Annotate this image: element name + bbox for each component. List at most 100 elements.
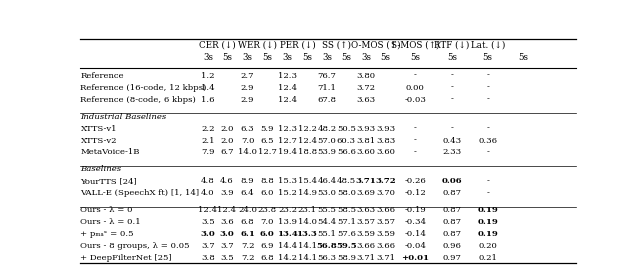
Text: 3.0: 3.0 [200,230,215,238]
Text: 12.4: 12.4 [198,206,218,214]
Text: 12.4: 12.4 [278,84,298,92]
Text: 3s: 3s [283,53,293,62]
Text: 67.8: 67.8 [317,96,337,103]
Text: 5s: 5s [302,53,312,62]
Text: 0.06: 0.06 [442,177,462,185]
Text: 13.4: 13.4 [278,230,298,238]
Text: 5s: 5s [222,53,232,62]
Text: 6.3: 6.3 [241,125,255,133]
Text: 3.81: 3.81 [356,136,376,144]
Text: 4.0: 4.0 [201,189,215,198]
Text: 53.9: 53.9 [317,148,337,157]
Text: 60.3: 60.3 [337,136,356,144]
Text: SS (↑): SS (↑) [323,40,351,49]
Text: 12.7: 12.7 [278,136,297,144]
Text: 23.8: 23.8 [257,206,276,214]
Text: 3.71: 3.71 [376,254,395,262]
Text: 56.3: 56.3 [317,254,337,262]
Text: 23.1: 23.1 [298,206,317,214]
Text: -: - [414,72,417,80]
Text: 2.7: 2.7 [241,72,254,80]
Text: 14.1: 14.1 [298,254,317,262]
Text: 3.66: 3.66 [376,206,395,214]
Text: 12.4: 12.4 [298,136,317,144]
Text: -: - [451,84,453,92]
Text: 6.4: 6.4 [241,189,255,198]
Text: 2.9: 2.9 [241,84,254,92]
Text: 2.2: 2.2 [201,125,214,133]
Text: Industrial Baselines: Industrial Baselines [81,113,167,121]
Text: 4.6: 4.6 [220,177,234,185]
Text: XTTS-v2: XTTS-v2 [81,136,117,144]
Text: -0.34: -0.34 [404,218,426,226]
Text: 59.5: 59.5 [336,242,356,250]
Text: 3s: 3s [203,53,213,62]
Text: 3.57: 3.57 [376,218,395,226]
Text: VALL-E (SpeechX ft) [1, 14]: VALL-E (SpeechX ft) [1, 14] [81,189,200,198]
Text: 15.4: 15.4 [298,177,317,185]
Text: 0.43: 0.43 [442,136,461,144]
Text: 14.2: 14.2 [278,254,298,262]
Text: 0.87: 0.87 [442,206,461,214]
Text: Ours - λ = 0: Ours - λ = 0 [81,206,133,214]
Text: 0.20: 0.20 [478,242,497,250]
Text: 12.3: 12.3 [278,125,298,133]
Text: 3.66: 3.66 [356,242,376,250]
Text: 6.7: 6.7 [220,148,234,157]
Text: 46.4: 46.4 [317,177,337,185]
Text: 3.5: 3.5 [201,218,215,226]
Text: Reference: Reference [81,72,124,80]
Text: 5s: 5s [341,53,351,62]
Text: 6.8: 6.8 [241,218,255,226]
Text: 12.3: 12.3 [278,72,298,80]
Text: 12.4: 12.4 [278,96,298,103]
Text: 0.21: 0.21 [478,254,497,262]
Text: Reference (8-code, 6 kbps): Reference (8-code, 6 kbps) [81,96,196,103]
Text: +0.01: +0.01 [401,254,429,262]
Text: 54.4: 54.4 [317,218,337,226]
Text: -: - [451,72,453,80]
Text: 56.6: 56.6 [337,148,356,157]
Text: 0.96: 0.96 [443,242,461,250]
Text: 1.4: 1.4 [201,84,215,92]
Text: 0.87: 0.87 [442,189,461,198]
Text: 7.0: 7.0 [260,218,274,226]
Text: 3.70: 3.70 [376,189,395,198]
Text: 3.80: 3.80 [356,72,376,80]
Text: 2.0: 2.0 [220,136,234,144]
Text: 23.2: 23.2 [278,206,298,214]
Text: 3s: 3s [243,53,253,62]
Text: 6.1: 6.1 [240,230,255,238]
Text: 14.0: 14.0 [238,148,257,157]
Text: 3.57: 3.57 [356,218,376,226]
Text: 58.0: 58.0 [337,189,356,198]
Text: 3.71: 3.71 [356,254,376,262]
Text: 0.87: 0.87 [442,218,461,226]
Text: 3.66: 3.66 [376,242,395,250]
Text: -0.26: -0.26 [404,177,426,185]
Text: 58.5: 58.5 [337,206,356,214]
Text: -: - [486,177,489,185]
Text: -: - [486,96,489,103]
Text: 58.9: 58.9 [337,254,356,262]
Text: 8.9: 8.9 [241,177,255,185]
Text: -: - [451,125,453,133]
Text: Baselines: Baselines [81,165,122,173]
Text: 1.6: 1.6 [201,96,214,103]
Text: 3.59: 3.59 [376,230,395,238]
Text: -: - [486,189,489,198]
Text: 7.0: 7.0 [241,136,254,144]
Text: 19.4: 19.4 [278,148,298,157]
Text: 2.1: 2.1 [201,136,214,144]
Text: 18.8: 18.8 [298,148,317,157]
Text: Reference (16-code, 12 kbps): Reference (16-code, 12 kbps) [81,84,207,92]
Text: -0.14: -0.14 [404,230,426,238]
Text: 6.0: 6.0 [260,189,274,198]
Text: 14.1: 14.1 [298,242,317,250]
Text: 3.72: 3.72 [356,84,376,92]
Text: 57.0: 57.0 [317,136,337,144]
Text: 76.7: 76.7 [317,72,337,80]
Text: 6.0: 6.0 [260,230,275,238]
Text: PER (↓): PER (↓) [280,40,316,49]
Text: 0.97: 0.97 [443,254,461,262]
